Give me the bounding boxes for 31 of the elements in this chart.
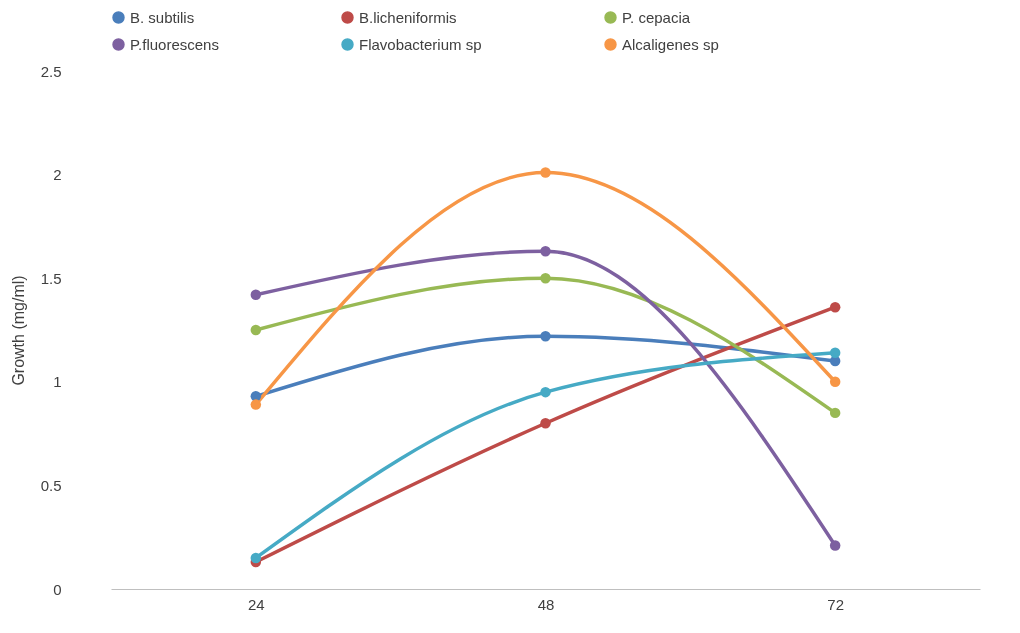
legend-label: Alcaligenes sp	[622, 35, 719, 53]
point	[250, 324, 262, 336]
legend-label: P.fluorescens	[130, 35, 219, 53]
x-tick-label: 48	[537, 595, 555, 613]
y-tick-label: 2	[53, 166, 62, 184]
y-tick-label: 0	[53, 580, 62, 598]
point	[540, 167, 551, 178]
point	[829, 347, 841, 359]
point	[540, 418, 551, 429]
point	[540, 246, 551, 257]
x-tick-label: 24	[247, 595, 265, 613]
y-axis-title: Growth (mg/ml)	[9, 275, 27, 386]
point	[540, 330, 551, 342]
point	[540, 272, 551, 284]
point	[540, 386, 551, 398]
point	[829, 376, 841, 388]
legend-label: B. subtilis	[130, 8, 195, 26]
y-tick-label: 1.5	[40, 269, 62, 287]
point	[250, 399, 262, 410]
legend-label: P. cepacia	[622, 8, 691, 26]
point	[829, 407, 841, 419]
point	[250, 552, 262, 564]
point	[829, 301, 841, 313]
legend-label: B.licheniformis	[359, 8, 457, 26]
point	[250, 289, 262, 301]
y-tick-label: 0.5	[40, 476, 62, 494]
legend-label: Flavobacterium sp	[359, 35, 482, 53]
point	[829, 540, 841, 551]
y-tick-label: 2.5	[40, 62, 62, 80]
x-tick-label: 72	[827, 595, 845, 613]
y-tick-label: 1	[53, 373, 62, 391]
